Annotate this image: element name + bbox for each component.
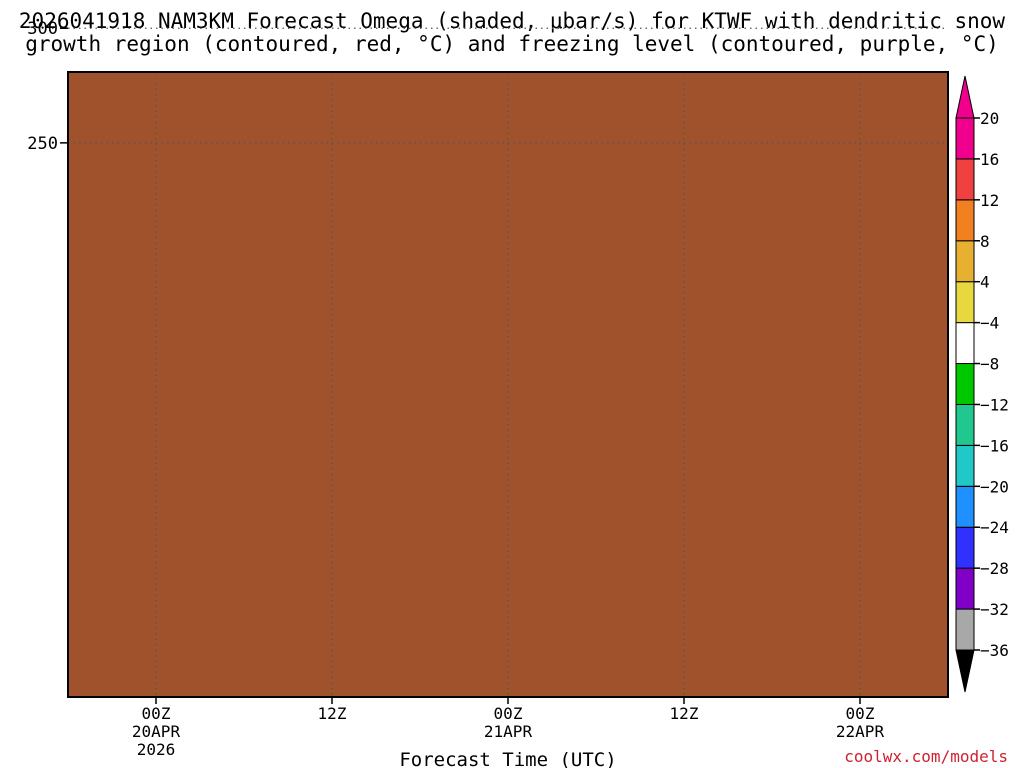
- x-axis-label: Forecast Time (UTC): [399, 749, 616, 768]
- x-tick-date-4: 22APR: [836, 722, 885, 741]
- colorbar-bin-6: [955, 363, 975, 405]
- x-tick-label-2: 00Z: [494, 704, 523, 723]
- x-tick-date-2: 21APR: [484, 722, 533, 741]
- colorbar-bin-3: [955, 485, 975, 528]
- colorbar-label-10: 8: [980, 232, 990, 251]
- x-tick-label-4: 00Z: [846, 704, 875, 723]
- y-tick-label-300: 300: [27, 19, 58, 39]
- colorbar-label-8: −4: [980, 314, 999, 333]
- colorbar-bin-11: [955, 158, 975, 201]
- x-tick-label-3: 12Z: [670, 704, 699, 723]
- terrain-below-surface: [68, 72, 948, 697]
- colorbar-label-7: −8: [980, 355, 999, 374]
- omega-shading-layer: [68, 72, 948, 697]
- chart-title-line-2: growth region (contoured, red, °C) and f…: [25, 32, 999, 56]
- colorbar-bin-12: [955, 117, 975, 160]
- colorbar-label-1: −32: [980, 600, 1009, 619]
- colorbar-bin-0: [955, 608, 975, 651]
- y-tick-label-250: 250: [27, 134, 58, 154]
- x-tick-date-0: 20APR: [132, 722, 181, 741]
- credit-text: coolwx.com/models: [844, 747, 1008, 766]
- grid-lines: [68, 27, 948, 697]
- colorbar-bin-4: [955, 444, 975, 487]
- x-tick-label-1: 12Z: [318, 704, 347, 723]
- colorbar-label-5: −16: [980, 436, 1009, 455]
- x-tick-label-0: 00Z: [142, 704, 171, 723]
- colorbar-label-2: −28: [980, 559, 1009, 578]
- colorbar-top-arrow: [955, 75, 975, 119]
- colorbar-bin-7: [955, 322, 975, 365]
- colorbar-label-9: 4: [980, 273, 990, 292]
- colorbar-label-0: −36: [980, 641, 1009, 660]
- colorbar-label-6: −12: [980, 395, 1009, 414]
- colorbar-label-3: −24: [980, 518, 1009, 537]
- colorbar-bottom-arrow: [955, 649, 975, 693]
- omega-colorbar: −36 −32 −28 −24 −20 −16 −12 −8 −4 4 8 12 16 20: [955, 75, 1009, 693]
- colorbar-label-4: −20: [980, 477, 1009, 496]
- colorbar-label-11: 12: [980, 191, 999, 210]
- chart-title-line-1: 2026041918 NAM3KM Forecast Omega (shaded…: [18, 9, 1006, 33]
- colorbar-label-12: 16: [980, 150, 999, 169]
- colorbar-label-13: 20: [980, 109, 999, 128]
- pressure-axis: 2503003504004505005506006507007508008509…: [27, 19, 68, 154]
- colorbar-bin-2: [955, 526, 975, 569]
- colorbar-bin-10: [955, 199, 975, 242]
- colorbar-bin-5: [955, 403, 975, 446]
- colorbar-bin-8: [955, 281, 975, 324]
- x-tick-year-0: 2026: [137, 740, 176, 759]
- colorbar-bin-1: [955, 567, 975, 610]
- colorbar-bin-9: [955, 240, 975, 283]
